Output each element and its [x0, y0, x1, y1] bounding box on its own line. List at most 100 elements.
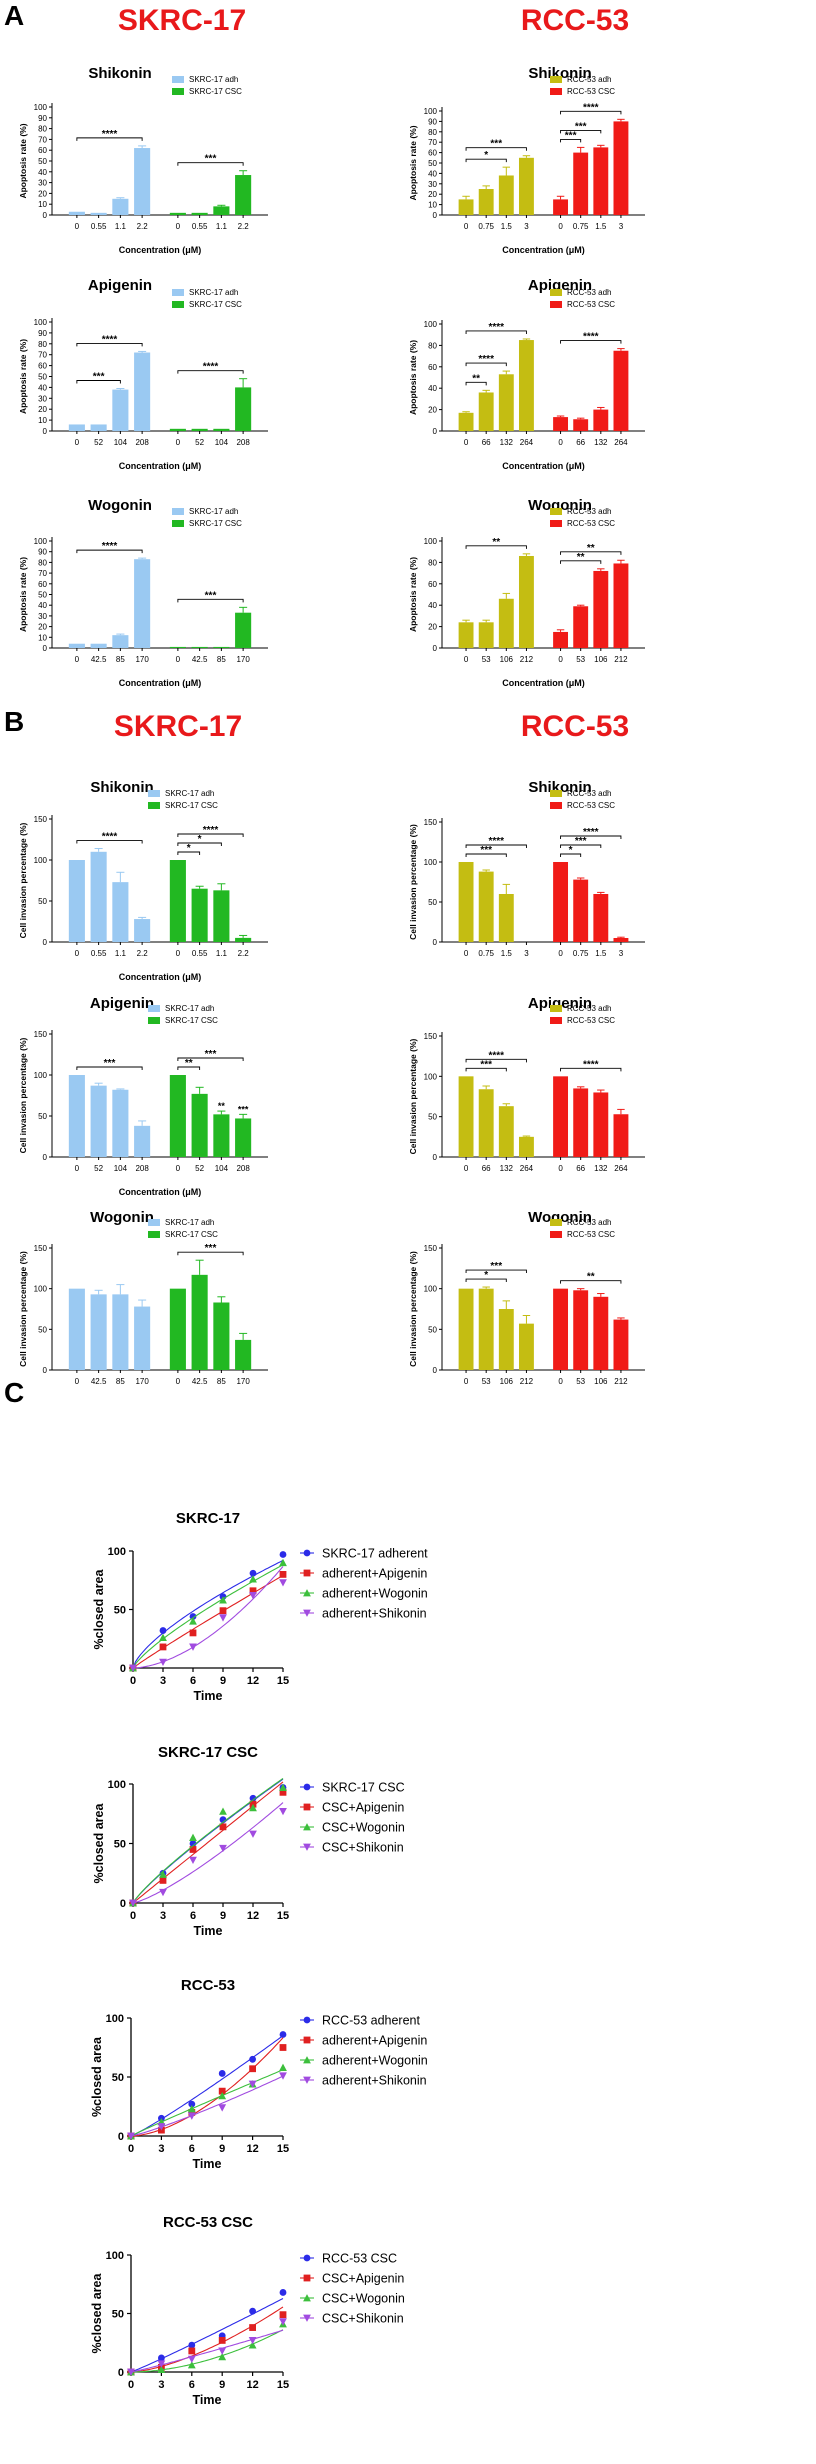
- data-point: [303, 2294, 311, 2302]
- bar: [478, 1288, 494, 1370]
- x-tick-label: 104: [215, 438, 229, 447]
- y-tick-label: 80: [428, 341, 437, 350]
- data-point: [187, 2104, 196, 2113]
- significance-bracket: [177, 851, 201, 855]
- chart-title: Shikonin: [88, 65, 151, 82]
- fit-curve: [131, 2329, 284, 2373]
- data-point: [218, 2087, 226, 2095]
- y-tick-label: 20: [38, 405, 47, 414]
- line-chart-c3: RCC-53 0 50 100 0 3 6 9 12 15 Time %closed area RCC-…: [90, 1977, 428, 2171]
- bar: [613, 121, 629, 215]
- bar: [112, 882, 129, 942]
- data-point: [279, 1783, 287, 1791]
- significance-bracket: [465, 1278, 507, 1283]
- bar: [613, 350, 629, 431]
- x-axis-label: Concentration (μM): [502, 678, 585, 688]
- legend-label: adherent+Wogonin: [322, 2054, 428, 2068]
- bar: [573, 419, 589, 431]
- x-tick-label: 53: [576, 1377, 585, 1386]
- legend-label: CSC+Wogonin: [322, 2292, 405, 2306]
- x-axis-label: Time: [193, 2157, 222, 2171]
- y-tick-label: 0: [118, 2367, 124, 2379]
- legend-label: CSC+Apigenin: [322, 2272, 404, 2286]
- data-point: [303, 1803, 311, 1811]
- data-point: [303, 1783, 311, 1791]
- x-axis-label: Concentration (μM): [119, 245, 202, 255]
- data-point: [218, 2337, 226, 2344]
- significance-bracket: [560, 1280, 622, 1284]
- significance-bracket: [560, 129, 602, 134]
- x-tick-label: 0: [464, 222, 469, 231]
- y-tick-label: 70: [38, 351, 47, 360]
- bar: [613, 938, 629, 942]
- y-tick-label: 50: [112, 2072, 124, 2084]
- bar: [573, 1088, 589, 1157]
- bar: [518, 1323, 534, 1370]
- y-tick-label: 20: [38, 189, 47, 198]
- fit-curve: [132, 1564, 284, 1669]
- y-tick-label: 0: [120, 1898, 126, 1910]
- legend-label: CSC+Apigenin: [322, 1801, 404, 1815]
- chart-title: RCC-53: [181, 1977, 235, 1994]
- significance-label: ****: [102, 334, 118, 345]
- legend-swatch: [148, 802, 160, 809]
- bar: [235, 612, 252, 648]
- data-point: [159, 1627, 167, 1634]
- chart-title: Shikonin: [528, 65, 591, 82]
- legend-label: RCC-53 adh: [567, 288, 611, 297]
- legend-swatch: [148, 1017, 160, 1024]
- x-axis-label: Concentration (μM): [502, 245, 585, 255]
- x-tick-label: 42.5: [91, 1377, 107, 1386]
- y-axis-label: %closed area: [90, 2273, 104, 2354]
- y-tick-label: 80: [428, 128, 437, 137]
- y-tick-label: 80: [38, 340, 47, 349]
- data-point: [249, 1794, 257, 1802]
- x-tick-label: 208: [135, 1164, 149, 1173]
- x-tick-label: 42.5: [91, 655, 107, 664]
- significance-bracket: [560, 835, 622, 839]
- y-tick-label: 0: [433, 1153, 438, 1162]
- x-tick-label: 0: [128, 2143, 134, 2155]
- bar: [613, 563, 629, 648]
- x-tick-label: 2.2: [137, 949, 149, 958]
- chart-title: Apigenin: [528, 995, 592, 1012]
- data-point: [189, 1840, 197, 1847]
- bar: [169, 860, 186, 942]
- data-point: [303, 2314, 311, 2322]
- data-point: [249, 1575, 257, 1583]
- legend-label: SKRC-17 CSC: [189, 87, 242, 96]
- data-point: [279, 1551, 287, 1558]
- data-point: [303, 1823, 311, 1831]
- x-tick-label: 212: [520, 655, 534, 664]
- y-axis-label: Cell invasion percentage (%): [18, 822, 28, 938]
- x-tick-label: 66: [482, 438, 491, 447]
- bar: [553, 1288, 569, 1370]
- x-tick-label: 1.1: [115, 222, 127, 231]
- x-tick-label: 0.75: [573, 222, 589, 231]
- y-tick-label: 80: [428, 558, 437, 567]
- y-tick-label: 50: [38, 591, 47, 600]
- y-tick-label: 20: [428, 190, 437, 199]
- y-tick-label: 40: [38, 383, 47, 392]
- bar: [134, 559, 151, 648]
- y-axis-label: Cell invasion percentage (%): [408, 1038, 418, 1154]
- y-axis-label: Apoptosis rate (%): [18, 339, 28, 414]
- bar: [478, 392, 494, 431]
- y-tick-label: 50: [428, 1113, 437, 1122]
- x-tick-label: 15: [277, 1675, 289, 1687]
- bar: [169, 1075, 186, 1157]
- chart-title: Wogonin: [528, 1209, 592, 1226]
- significance-label: ****: [478, 354, 494, 365]
- data-point: [279, 2072, 287, 2080]
- data-point: [127, 2132, 135, 2140]
- bar-chart-b_skrc_wog: Wogonin 0 50 100 150 Cell invasion percentage…: [18, 1209, 268, 1386]
- y-tick-label: 40: [428, 384, 437, 393]
- x-axis-label: Concentration (μM): [119, 461, 202, 471]
- data-point: [248, 2337, 257, 2345]
- data-point: [279, 2031, 287, 2038]
- y-tick-label: 0: [43, 211, 48, 220]
- fit-curve: [132, 1559, 284, 1669]
- significance-label: *: [187, 843, 191, 854]
- x-tick-label: 6: [190, 1675, 196, 1687]
- y-tick-label: 30: [428, 180, 437, 189]
